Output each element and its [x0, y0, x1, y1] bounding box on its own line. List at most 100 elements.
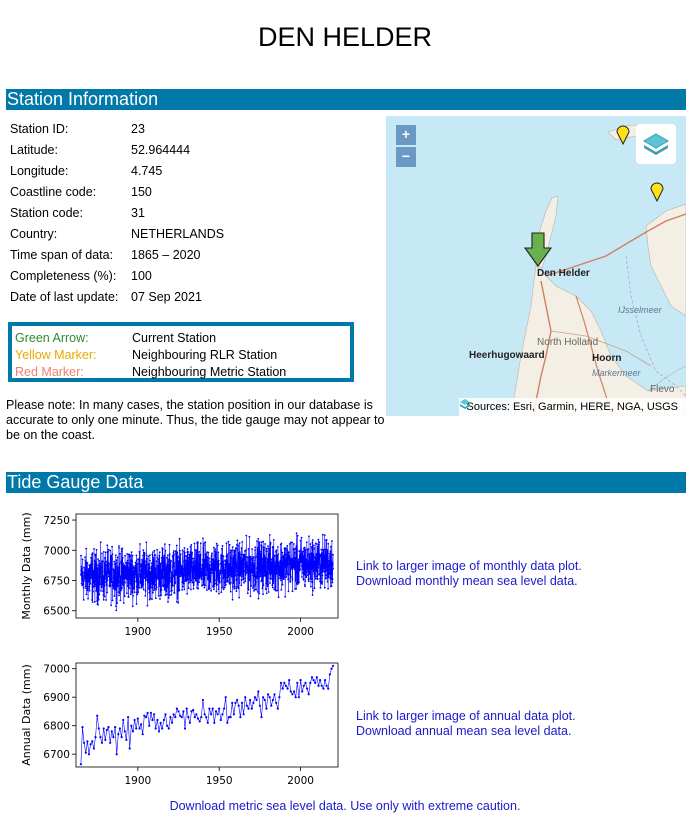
- data-point: [249, 580, 252, 582]
- y-tick-label: 7000: [43, 545, 70, 557]
- data-point: [161, 561, 163, 563]
- data-point: [291, 577, 294, 579]
- data-point: [199, 553, 202, 556]
- data-point: [261, 568, 264, 570]
- annual-plot-link[interactable]: Link to larger image of annual data plot…: [356, 709, 576, 723]
- data-point: [294, 562, 297, 565]
- data-point: [165, 577, 168, 580]
- data-point: [287, 551, 290, 554]
- data-point: [128, 587, 131, 590]
- data-point: [86, 562, 89, 564]
- yellow-marker-terschelling[interactable]: [616, 124, 630, 146]
- data-point: [154, 577, 157, 580]
- data-point: [111, 545, 113, 548]
- data-point: [177, 555, 179, 558]
- data-point: [146, 563, 149, 566]
- station-info-label: Longitude:: [10, 163, 69, 178]
- data-point: [252, 701, 255, 704]
- data-point: [170, 721, 174, 724]
- data-point: [273, 554, 276, 557]
- data-point: [256, 553, 258, 556]
- layers-button[interactable]: [636, 124, 676, 164]
- station-info-value: 150: [131, 184, 152, 199]
- data-point: [235, 567, 238, 570]
- annual-download-link[interactable]: Download annual mean sea level data.: [356, 724, 572, 738]
- data-point: [261, 587, 264, 590]
- data-point: [328, 673, 331, 676]
- data-point: [247, 588, 250, 591]
- data-point: [260, 571, 263, 573]
- data-point: [253, 585, 255, 588]
- data-point: [296, 583, 299, 586]
- monthly-plot-link[interactable]: Link to larger image of monthly data plo…: [356, 559, 582, 573]
- station-map[interactable]: Den Helder IJsselmeer North Holland Heer…: [386, 116, 686, 416]
- annual-data-chart[interactable]: Annual Data (mm) 6700 6800 6900 7000 1900 1950…: [16, 659, 346, 787]
- monthly-download-link[interactable]: Download monthly mean sea level data.: [356, 574, 578, 588]
- data-point: [119, 599, 122, 602]
- data-point: [154, 727, 157, 730]
- data-point: [270, 704, 273, 707]
- data-point: [221, 556, 224, 558]
- data-point: [189, 545, 192, 548]
- data-point: [258, 572, 261, 575]
- data-point: [218, 577, 221, 579]
- data-point: [163, 555, 166, 558]
- data-point: [246, 566, 249, 569]
- data-point: [114, 569, 116, 571]
- data-point: [167, 558, 170, 561]
- data-point: [257, 538, 260, 540]
- data-point: [83, 566, 85, 569]
- data-point: [238, 551, 241, 553]
- data-point: [282, 564, 285, 567]
- data-point: [110, 604, 112, 607]
- data-point: [248, 572, 250, 575]
- data-point: [281, 575, 283, 578]
- data-point: [164, 594, 167, 596]
- data-point: [158, 571, 161, 574]
- data-point: [144, 589, 147, 592]
- data-point: [176, 600, 178, 603]
- data-point: [256, 540, 258, 543]
- data-point: [187, 551, 190, 553]
- data-point: [142, 554, 144, 557]
- data-point: [220, 591, 223, 594]
- data-point: [169, 564, 172, 567]
- data-point: [291, 558, 294, 560]
- data-point: [149, 597, 152, 600]
- data-point: [271, 586, 274, 589]
- zoom-out-button[interactable]: −: [396, 147, 416, 167]
- data-point: [252, 563, 255, 566]
- data-point: [140, 569, 142, 572]
- data-point: [198, 564, 201, 567]
- data-point: [300, 565, 303, 568]
- data-point: [186, 578, 189, 581]
- monthly-data-chart[interactable]: Monthly Data (mm) 6500 6750 7000 7250 1900 195…: [16, 510, 346, 638]
- data-point: [230, 549, 233, 552]
- data-point: [181, 569, 184, 572]
- data-point: [93, 567, 96, 570]
- data-point: [276, 565, 279, 568]
- data-point: [182, 576, 184, 578]
- data-point: [157, 566, 160, 569]
- data-point: [113, 582, 115, 585]
- data-point: [306, 687, 309, 690]
- data-point: [265, 592, 268, 595]
- metric-download-link[interactable]: Download metric sea level data. Use only…: [169, 799, 521, 813]
- data-point: [121, 566, 123, 569]
- data-point: [254, 549, 256, 551]
- data-point: [154, 571, 157, 574]
- data-point: [91, 553, 93, 556]
- data-point: [167, 597, 170, 599]
- data-point: [133, 586, 135, 589]
- green-arrow-current-station[interactable]: [523, 232, 553, 267]
- data-point: [305, 565, 308, 568]
- yellow-marker-harlingen[interactable]: [650, 182, 664, 203]
- zoom-in-button[interactable]: +: [396, 125, 416, 145]
- data-point: [206, 555, 209, 558]
- data-point: [122, 602, 125, 604]
- data-point: [142, 557, 145, 560]
- data-point: [280, 557, 283, 560]
- data-point: [242, 560, 244, 563]
- data-point: [256, 547, 259, 549]
- data-point: [88, 589, 91, 592]
